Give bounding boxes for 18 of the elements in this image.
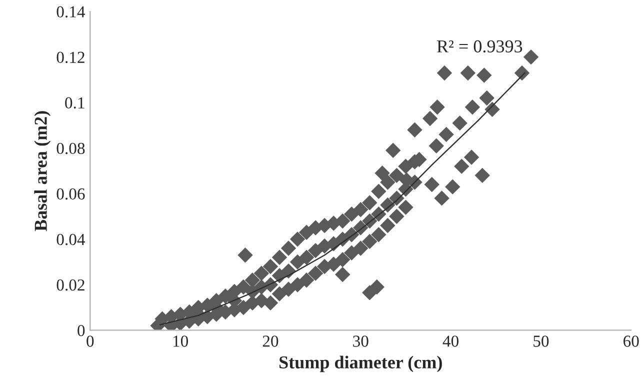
x-axis-title: Stump diameter (cm) [280, 356, 442, 372]
y-tick-label: 0.04 [56, 234, 86, 246]
annotation: R² = 0.9393 [437, 40, 522, 53]
y-tick-label: 0 [78, 324, 85, 336]
x-tick-label: 0 [86, 336, 94, 347]
y-tick-label: 0.14 [56, 6, 86, 18]
y-tick-label: 0.02 [56, 279, 84, 291]
y-axis-title: Basal area (m2) [34, 111, 51, 232]
x-tick-label: 40 [442, 336, 458, 347]
x-tick-label: 60 [624, 336, 639, 347]
x-tick-label: 30 [353, 336, 368, 347]
y-tick-label: 0.06 [56, 188, 85, 200]
y-tick-label: 0.1 [65, 97, 84, 109]
y-tick-label: 0.08 [56, 142, 85, 154]
x-tick-label: 20 [262, 336, 278, 347]
x-tick-label: 10 [173, 336, 188, 347]
y-tick-label: 0.12 [56, 52, 84, 64]
x-tick-label: 50 [534, 336, 549, 347]
